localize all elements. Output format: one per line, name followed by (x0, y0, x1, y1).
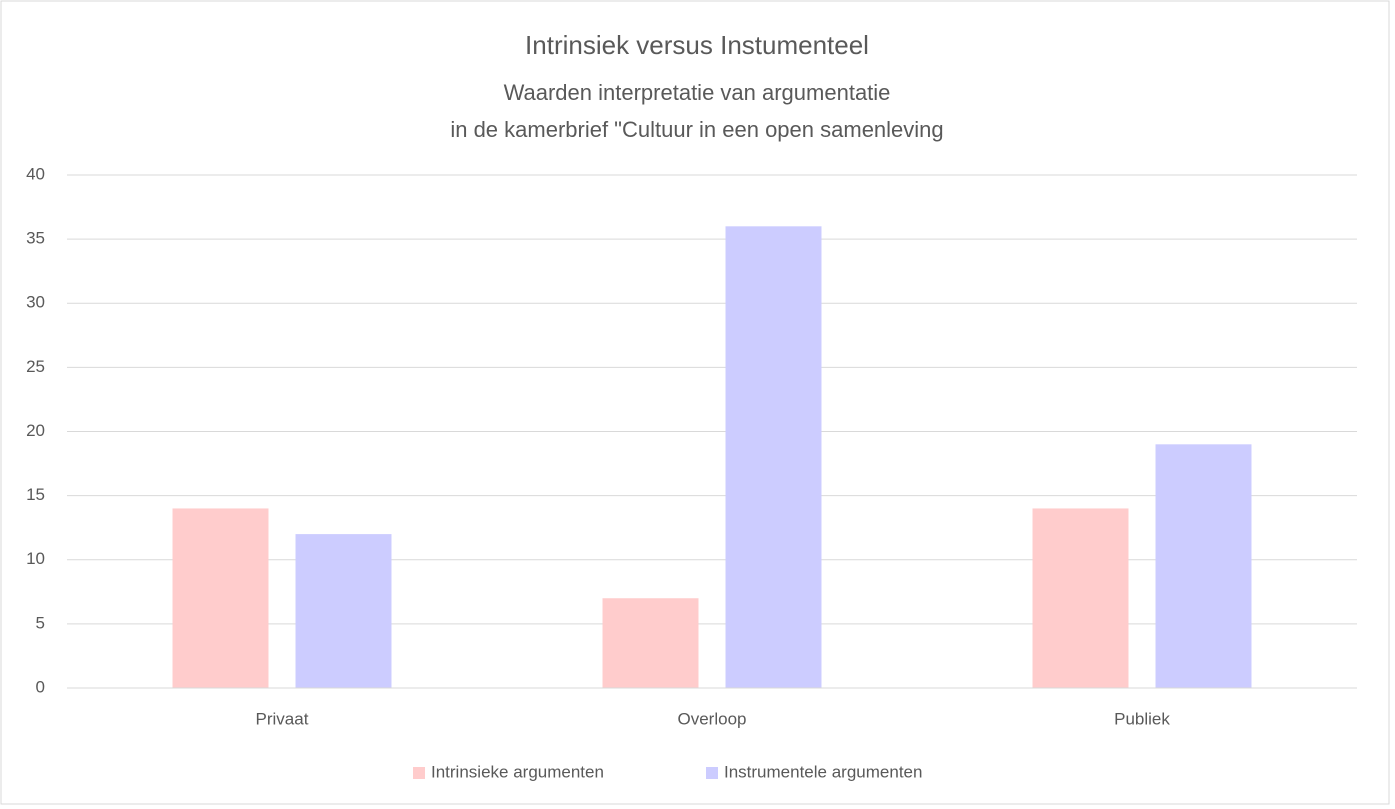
y-tick-label: 20 (26, 421, 45, 440)
y-tick-label: 30 (26, 293, 45, 312)
bar (295, 534, 392, 688)
legend-swatch (706, 767, 718, 779)
y-tick-label: 5 (36, 613, 45, 632)
legend-label: Intrinsieke argumenten (431, 762, 604, 781)
legend-swatch (413, 767, 425, 779)
y-tick-label: 35 (26, 229, 45, 248)
bar (1155, 444, 1252, 688)
y-tick-label: 10 (26, 549, 45, 568)
x-tick-label: Overloop (678, 709, 747, 728)
legend-label: Instrumentele argumenten (724, 762, 922, 781)
chart-subtitle: in de kamerbrief "Cultuur in een open sa… (450, 117, 943, 142)
y-tick-label: 0 (36, 677, 45, 696)
bar (602, 598, 699, 688)
y-tick-label: 40 (26, 164, 45, 183)
chart-title: Intrinsiek versus Instumenteel (525, 30, 869, 60)
bar (172, 508, 269, 688)
chart-subtitle: Waarden interpretatie van argumentatie (504, 80, 891, 105)
y-tick-label: 25 (26, 357, 45, 376)
x-tick-label: Publiek (1114, 709, 1170, 728)
y-tick-label: 15 (26, 485, 45, 504)
bar (1032, 508, 1129, 688)
bar (725, 226, 822, 689)
x-tick-label: Privaat (256, 709, 309, 728)
